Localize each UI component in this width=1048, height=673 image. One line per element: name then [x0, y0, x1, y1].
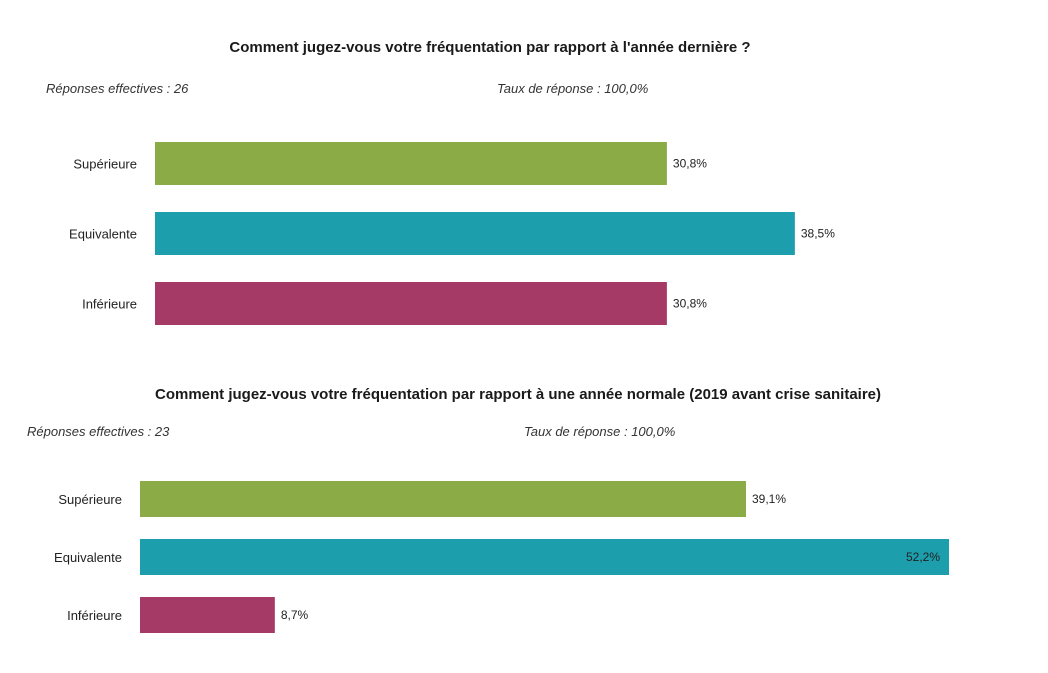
- chart-1-value-superieure: 30,8%: [673, 157, 707, 171]
- chart-1-bars: Supérieure 30,8% Equivalente 38,5% Inférieur…: [69, 142, 835, 325]
- chart-2-title: Comment jugez-vous votre fréquentation p…: [155, 386, 881, 403]
- chart-2-bar-equivalente: [140, 539, 949, 575]
- chart-1-bar-equivalente: [155, 212, 795, 255]
- chart-1-rate: Taux de réponse : 100,0%: [497, 81, 648, 96]
- chart-2: Comment jugez-vous votre fréquentation p…: [27, 386, 949, 633]
- chart-2-responses: Réponses effectives : 23: [27, 424, 170, 439]
- chart-1-title: Comment jugez-vous votre fréquentation p…: [229, 39, 750, 56]
- chart-1-category-equivalente: Equivalente: [69, 227, 137, 242]
- chart-2-category-inferieure: Inférieure: [67, 608, 122, 623]
- chart-1: Comment jugez-vous votre fréquentation p…: [46, 39, 835, 325]
- chart-2-category-equivalente: Equivalente: [54, 550, 122, 565]
- chart-2-bar-superieure: [140, 481, 746, 517]
- chart-1-category-superieure: Supérieure: [73, 157, 137, 172]
- chart-1-bar-superieure: [155, 142, 667, 185]
- chart-1-category-inferieure: Inférieure: [82, 297, 137, 312]
- chart-2-rate: Taux de réponse : 100,0%: [524, 424, 675, 439]
- chart-2-category-superieure: Supérieure: [58, 492, 122, 507]
- chart-2-value-inferieure: 8,7%: [281, 608, 309, 622]
- chart-1-value-equivalente: 38,5%: [801, 227, 835, 241]
- chart-2-bar-inferieure: [140, 597, 275, 633]
- chart-1-bar-inferieure: [155, 282, 667, 325]
- chart-2-value-equivalente: 52,2%: [906, 550, 940, 564]
- chart-1-responses: Réponses effectives : 26: [46, 81, 189, 96]
- chart-2-bars: Supérieure 39,1% Equivalente 52,2% Inférieur…: [54, 481, 949, 633]
- chart-1-value-inferieure: 30,8%: [673, 297, 707, 311]
- chart-2-value-superieure: 39,1%: [752, 492, 786, 506]
